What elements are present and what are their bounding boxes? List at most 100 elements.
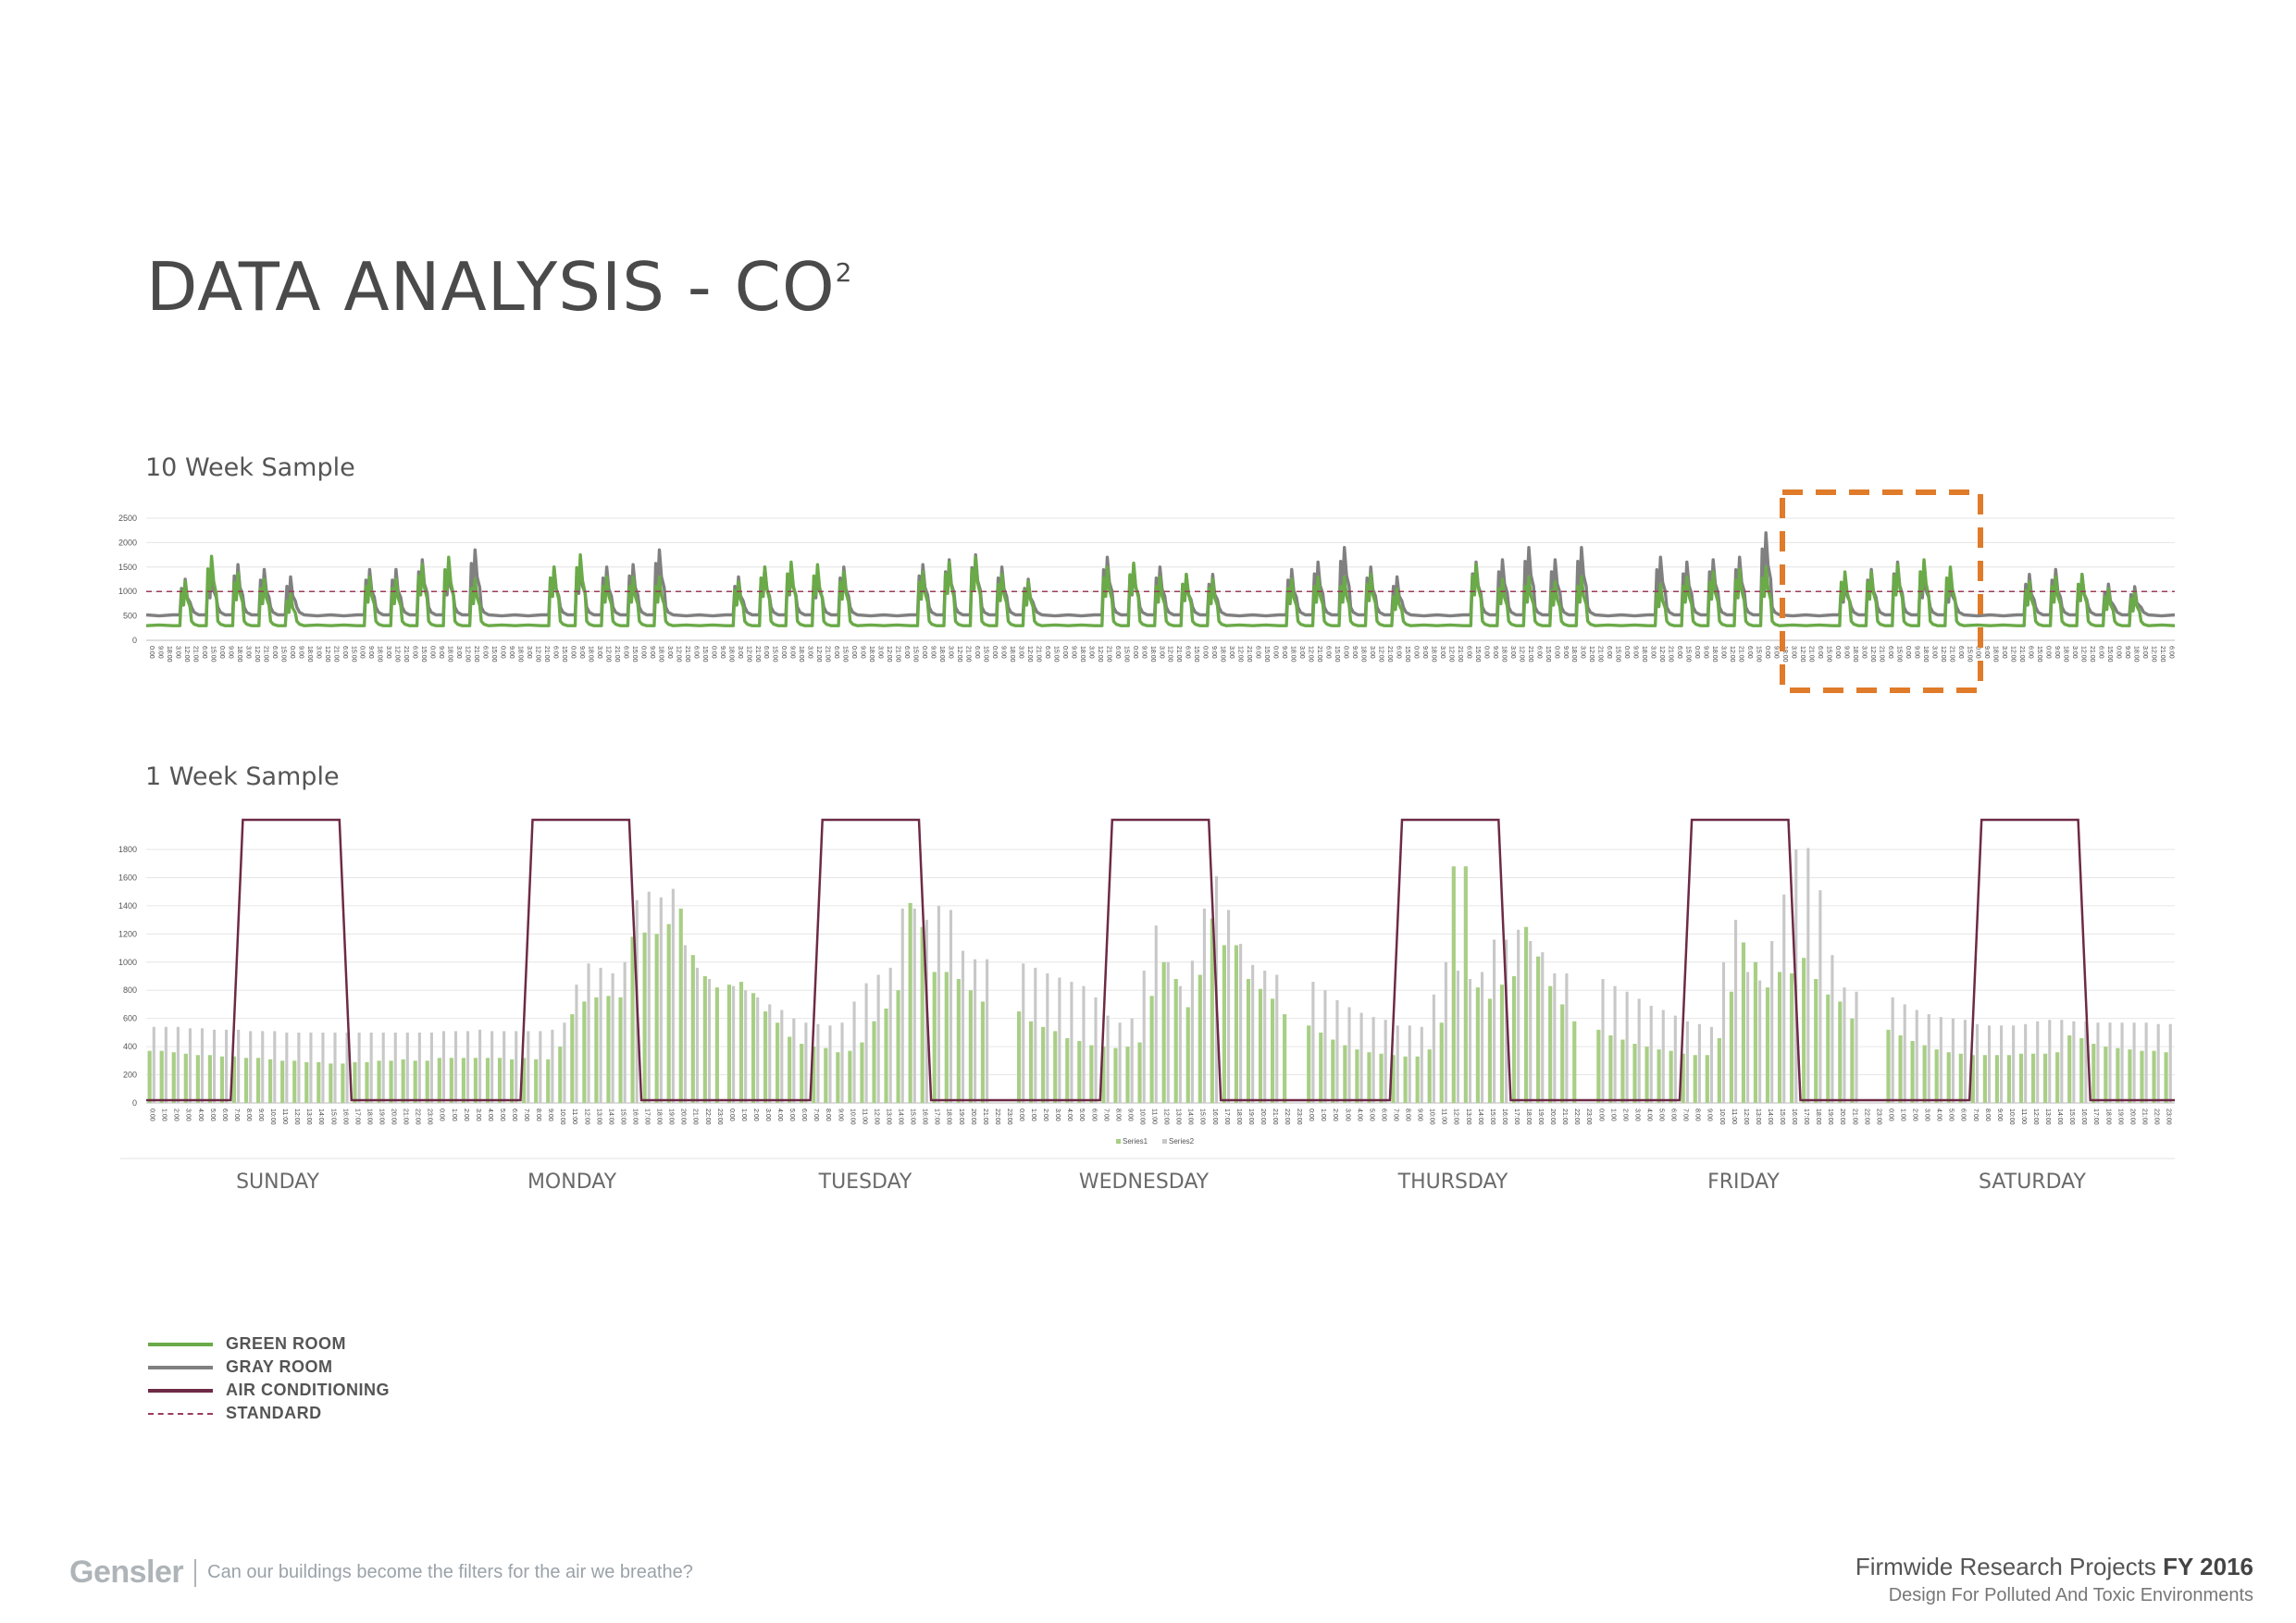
series2-bar bbox=[2060, 1020, 2064, 1103]
series1-bar bbox=[413, 1060, 417, 1103]
x-tick-label: 9:00 bbox=[438, 646, 444, 659]
series2-bar bbox=[900, 908, 904, 1103]
series1-bar bbox=[726, 985, 732, 1103]
x-tick-label: 0:00 bbox=[1132, 646, 1138, 659]
x-tick-label: 20:00 bbox=[2128, 1109, 2135, 1125]
series2-bar bbox=[1649, 1005, 1653, 1103]
x-tick-label: 1:00 bbox=[451, 1109, 457, 1121]
series2-bar bbox=[200, 1028, 205, 1103]
series1-bar bbox=[1777, 972, 1782, 1103]
x-tick-label: 21:00 bbox=[1457, 646, 1463, 663]
series1-bar bbox=[860, 1042, 864, 1103]
x-tick-label: 21:00 bbox=[473, 646, 479, 663]
series2-bar bbox=[539, 1031, 542, 1103]
x-tick-label: 6:00 bbox=[552, 646, 559, 659]
x-tick-label: 1:00 bbox=[1899, 1109, 1905, 1121]
series1-bar bbox=[147, 1050, 152, 1103]
x-tick-label: 21:00 bbox=[1851, 1109, 1857, 1125]
x-tick-label: 7:00 bbox=[1392, 1109, 1398, 1121]
series1-bar bbox=[171, 1052, 176, 1103]
series2-bar bbox=[2084, 1021, 2088, 1103]
x-tick-label: 21:00 bbox=[1035, 646, 1041, 663]
x-tick-label: 22:00 bbox=[1284, 1109, 1290, 1125]
series1-bar bbox=[1234, 945, 1239, 1103]
series2-bar bbox=[1782, 894, 1786, 1103]
series1-bar bbox=[824, 1047, 828, 1103]
series2-bar bbox=[1094, 997, 1098, 1103]
series2-bar bbox=[1142, 970, 1146, 1103]
x-tick-label: 0:00 bbox=[149, 1109, 155, 1121]
x-tick-label: 18:00 bbox=[1430, 646, 1436, 663]
x-tick-label: 6:00 bbox=[2168, 646, 2175, 659]
y-tick-label: 1000 bbox=[118, 587, 137, 596]
x-tick-label: 0:00 bbox=[1272, 646, 1279, 659]
x-tick-label: 0:00 bbox=[1018, 1109, 1024, 1121]
x-tick-label: 9:00 bbox=[1070, 646, 1076, 659]
x-tick-label: 9:00 bbox=[860, 646, 866, 659]
x-tick-label: 16:00 bbox=[1501, 1109, 1508, 1125]
x-tick-label: 0:00 bbox=[728, 1109, 735, 1121]
x-tick-label: 12:00 bbox=[873, 1109, 879, 1125]
series1-bar bbox=[2043, 1053, 2048, 1103]
series2-bar bbox=[503, 1031, 506, 1103]
page-title-text: DATA ANALYSIS - CO bbox=[146, 248, 836, 326]
x-tick-label: 18:00 bbox=[1852, 646, 1858, 663]
x-tick-label: 14:00 bbox=[607, 1109, 614, 1125]
series2-bar bbox=[1359, 1012, 1363, 1103]
y-tick-label: 200 bbox=[123, 1071, 137, 1080]
x-tick-label: 4:00 bbox=[1066, 1109, 1073, 1121]
legend-swatch bbox=[148, 1412, 213, 1415]
x-tick-label: 12:00 bbox=[1869, 646, 1876, 663]
series1-bar bbox=[1113, 1047, 1118, 1103]
x-tick-label: 15:00 bbox=[2036, 646, 2042, 663]
x-tick-label: 8:00 bbox=[1405, 1109, 1411, 1121]
series2-bar bbox=[1975, 1023, 1980, 1103]
x-tick-label: 15:00 bbox=[420, 646, 427, 663]
series1-bar bbox=[570, 1014, 575, 1103]
series1-bar bbox=[1331, 1039, 1335, 1103]
series2-bar bbox=[1541, 952, 1545, 1103]
x-tick-label: 18:00 bbox=[798, 646, 804, 663]
legend-item: GRAY ROOM bbox=[148, 1356, 390, 1379]
x-tick-label: 19:00 bbox=[958, 1109, 964, 1125]
y-tick-label: 1500 bbox=[118, 563, 137, 572]
x-tick-label: 19:00 bbox=[378, 1109, 384, 1125]
series2-bar bbox=[1239, 943, 1243, 1103]
series2-bar bbox=[357, 1032, 361, 1103]
series1-bar bbox=[207, 1055, 212, 1103]
series1-bar bbox=[522, 1058, 527, 1103]
series1-bar bbox=[534, 1059, 539, 1103]
x-tick-label: 9:00 bbox=[1492, 646, 1498, 659]
x-tick-label: 16:00 bbox=[631, 1109, 638, 1125]
x-tick-label: 3:00 bbox=[948, 646, 954, 659]
x-tick-label: 15:00 bbox=[350, 646, 356, 663]
series1-bar bbox=[968, 990, 973, 1103]
series2-bar bbox=[1951, 1018, 1955, 1103]
series1-bar bbox=[776, 1022, 780, 1103]
series1-bar bbox=[1523, 926, 1529, 1103]
series2-bar bbox=[1601, 979, 1605, 1103]
x-tick-label: 12:00 bbox=[1729, 646, 1735, 663]
series2-bar bbox=[2024, 1023, 2028, 1103]
x-tick-label: 9:00 bbox=[297, 646, 304, 659]
x-tick-label: 9:00 bbox=[1913, 646, 1919, 659]
x-tick-label: 15:00 bbox=[910, 1109, 916, 1125]
series1-bar bbox=[678, 908, 683, 1103]
x-tick-label: 15:00 bbox=[1756, 646, 1762, 663]
series2-bar bbox=[1384, 1020, 1387, 1103]
series2-bar bbox=[623, 961, 627, 1103]
x-tick-label: 18:00 bbox=[1079, 646, 1086, 663]
x-tick-label: 3:00 bbox=[1298, 646, 1305, 659]
series1-bar bbox=[195, 1055, 200, 1103]
series1-bar bbox=[1560, 1004, 1565, 1103]
x-tick-label: 0:00 bbox=[1905, 646, 1911, 659]
series2-bar bbox=[1420, 1026, 1423, 1103]
x-tick-label: 15:00 bbox=[1052, 646, 1059, 663]
series2-bar bbox=[1721, 961, 1726, 1103]
x-tick-label: 11:00 bbox=[1441, 1109, 1447, 1124]
series2-bar bbox=[176, 1026, 180, 1103]
x-tick-label: 0:00 bbox=[1483, 646, 1489, 659]
series2-bar bbox=[478, 1029, 482, 1103]
x-tick-label: 6:00 bbox=[2028, 646, 2034, 659]
y-tick-label: 1000 bbox=[118, 958, 137, 967]
